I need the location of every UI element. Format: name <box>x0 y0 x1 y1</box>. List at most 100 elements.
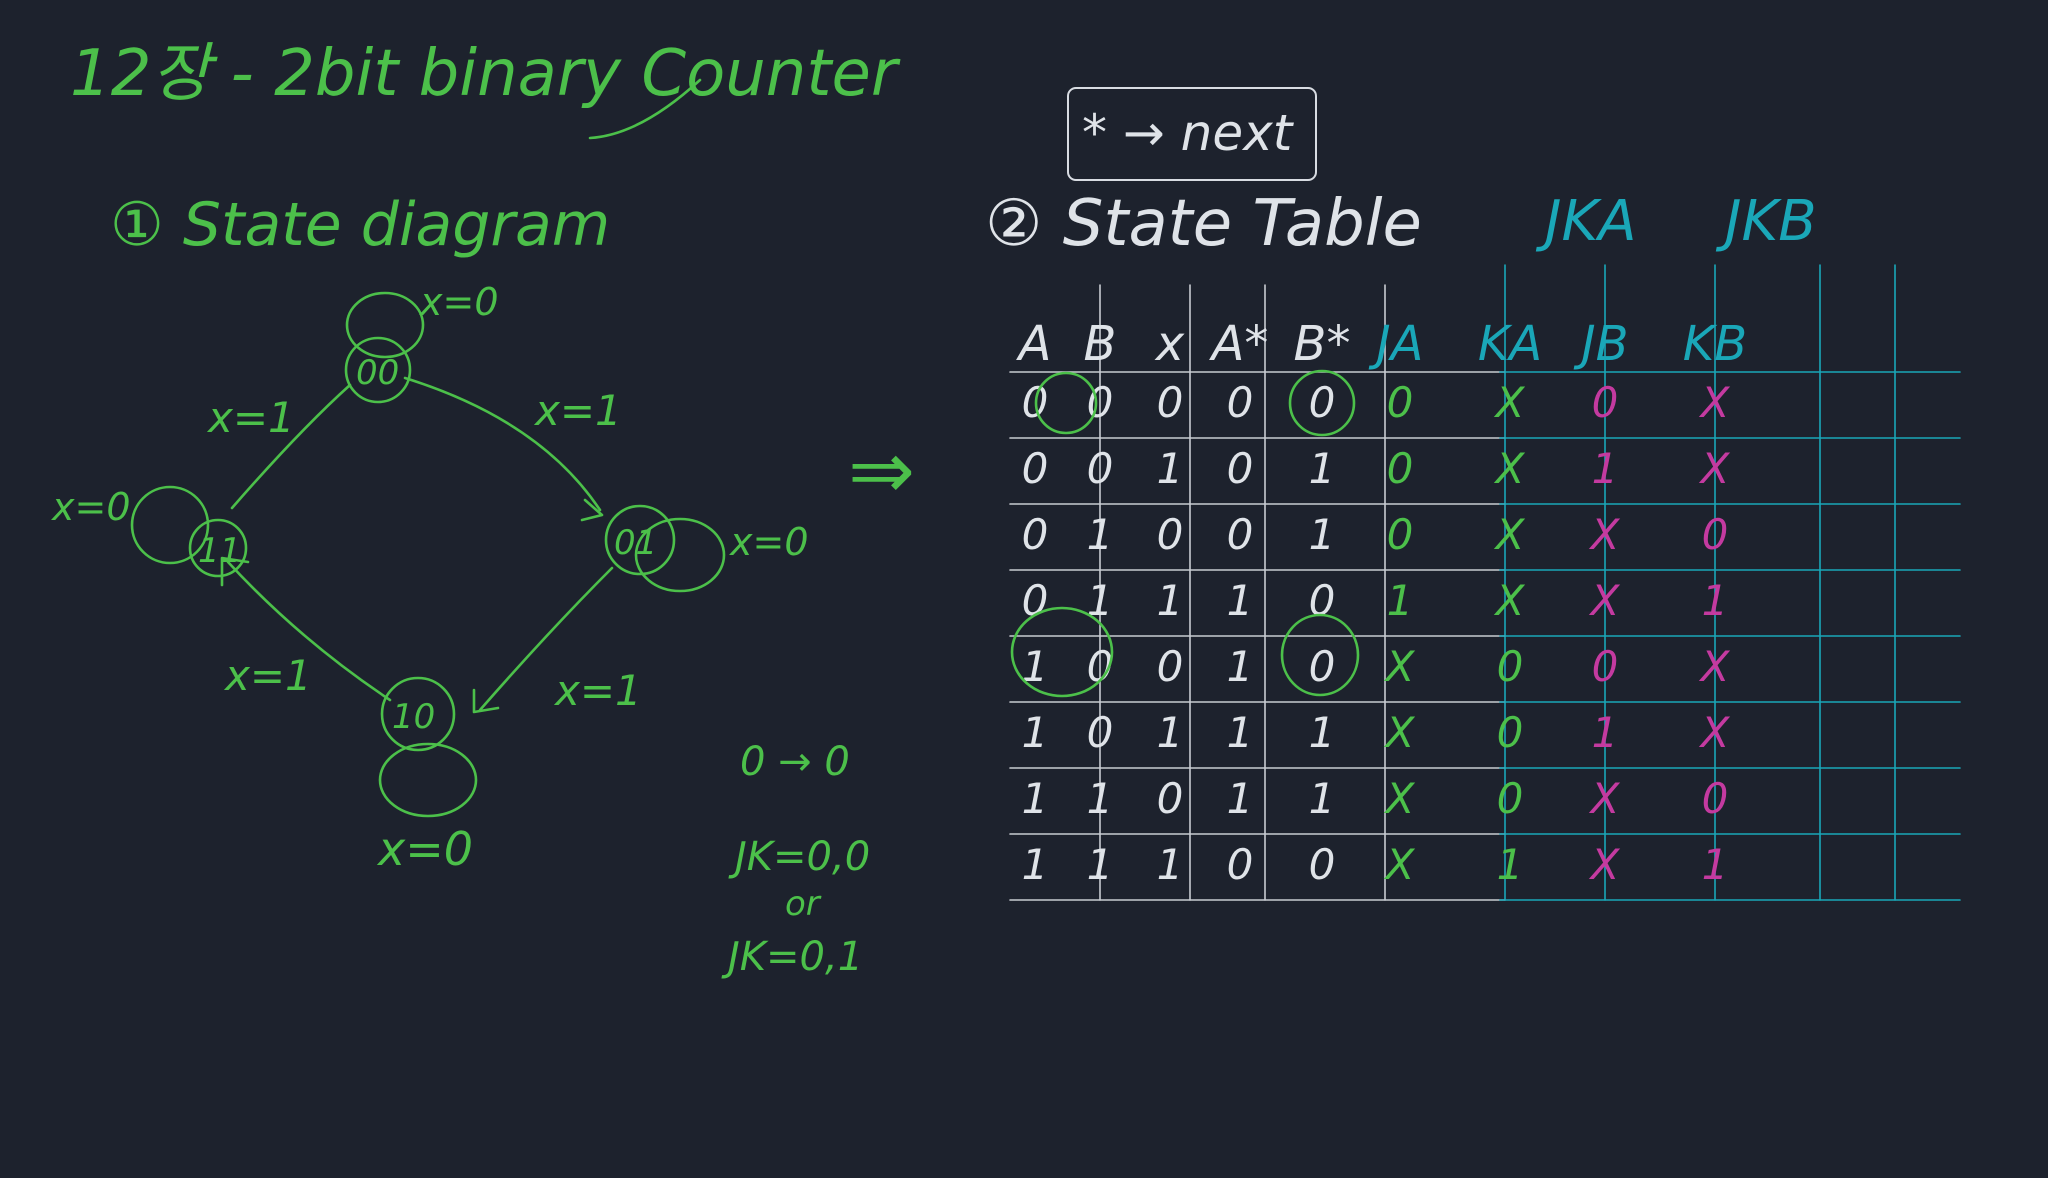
table-cell: 0 <box>1157 774 1184 823</box>
table-cell: 1 <box>1022 840 1049 889</box>
table-cell: 1 <box>1157 444 1184 493</box>
table-cell: 1 <box>1087 576 1114 625</box>
table-cell: 1 <box>1309 444 1336 493</box>
table-cell: X <box>1494 378 1526 427</box>
table-cell: 0 <box>1227 378 1254 427</box>
section-state-diagram: ① State diagram <box>110 190 610 260</box>
table-cell: X <box>1589 774 1621 823</box>
edge-00-to-01 <box>403 376 602 512</box>
table-cell: 1 <box>1592 708 1619 757</box>
table-cell: X <box>1384 840 1416 889</box>
table-cell: 1 <box>1309 774 1336 823</box>
title-underline <box>588 78 702 140</box>
table-cell: 0 <box>1387 510 1414 559</box>
state-node-00 <box>344 336 412 404</box>
table-cell: 0 <box>1309 642 1336 691</box>
table-header-cell: B* <box>1294 316 1351 372</box>
state-node-11 <box>188 518 248 578</box>
table-cell: 0 <box>1157 642 1184 691</box>
arrowhead-01 <box>580 498 604 522</box>
jk-group-a: JKA <box>1535 189 1637 254</box>
note-box-text: * → next <box>1082 104 1295 162</box>
table-cell: 1 <box>1157 840 1184 889</box>
jk-note-line-3: or <box>785 884 822 924</box>
table-cell: 1 <box>1087 840 1114 889</box>
implies-arrow: ⇒ <box>848 424 915 517</box>
table-cell: 0 <box>1702 774 1729 823</box>
table-header-cell: KA <box>1478 316 1542 372</box>
table-cell: 1 <box>1702 840 1729 889</box>
table-cell: X <box>1699 378 1731 427</box>
table-cell: 0 <box>1227 840 1254 889</box>
transition-label-self-10: x=0 <box>376 822 473 876</box>
table-cell: 0 <box>1087 444 1114 493</box>
transition-label-00-01: x=1 <box>533 386 622 435</box>
state-node-01 <box>604 504 676 576</box>
table-cell: 0 <box>1022 576 1049 625</box>
table-cell: 1 <box>1592 444 1619 493</box>
table-cell: 0 <box>1497 774 1524 823</box>
highlight-row1-a <box>1034 371 1098 435</box>
table-cell: 1 <box>1309 708 1336 757</box>
table-cell: X <box>1384 642 1416 691</box>
table-cell: 1 <box>1087 774 1114 823</box>
table-cell: 0 <box>1157 378 1184 427</box>
table-header-cell: KB <box>1683 316 1747 372</box>
table-cell: X <box>1699 642 1731 691</box>
jk-note-line-1: 0 → 0 <box>740 739 850 785</box>
state-label-00: 00 <box>356 353 399 393</box>
table-cell: 0 <box>1387 444 1414 493</box>
highlight-row5-a <box>1010 606 1114 698</box>
table-cell: 1 <box>1309 510 1336 559</box>
state-label-11: 11 <box>198 531 241 571</box>
table-cell: 1 <box>1022 774 1049 823</box>
table-cell: 1 <box>1227 774 1254 823</box>
jk-note-line-4: JK=0,1 <box>721 934 863 980</box>
edge-01-to-10 <box>478 566 614 712</box>
table-cell: 0 <box>1497 642 1524 691</box>
table-cell: 0 <box>1087 708 1114 757</box>
table-header-cell: A* <box>1209 316 1269 372</box>
table-cell: 1 <box>1022 708 1049 757</box>
table-cell: 1 <box>1702 576 1729 625</box>
highlight-row1-astar <box>1288 369 1356 437</box>
note-box-border <box>1067 87 1317 181</box>
table-cell: 0 <box>1022 444 1049 493</box>
edge-11-to-00 <box>230 383 352 510</box>
table-header-cell: JB <box>1573 316 1628 372</box>
table-cell: 0 <box>1309 840 1336 889</box>
transition-label-self-00: x=0 <box>419 280 499 324</box>
jk-group-b: JKB <box>1715 189 1817 254</box>
self-loop-00 <box>345 291 425 359</box>
jk-note-line-2: JK=0,0 <box>728 834 870 880</box>
transition-label-self-11: x=0 <box>51 485 131 529</box>
table-cell: 0 <box>1227 444 1254 493</box>
transition-label-11-00: x=1 <box>206 393 295 442</box>
jk-note: 0 → 0 JK=0,0 or JK=0,1 <box>721 739 870 980</box>
state-node-10 <box>380 676 456 752</box>
arrowhead-10 <box>472 688 500 714</box>
table-cell: 0 <box>1592 378 1619 427</box>
table-cell: X <box>1699 444 1731 493</box>
self-loop-01 <box>634 517 726 593</box>
state-table-grid <box>1009 264 1961 901</box>
table-cell: X <box>1589 576 1621 625</box>
table-cell: 0 <box>1592 642 1619 691</box>
table-cell: 0 <box>1387 378 1414 427</box>
table-cell: 1 <box>1387 576 1414 625</box>
table-cell: 1 <box>1227 642 1254 691</box>
highlight-row5-astar <box>1280 613 1360 697</box>
table-cell: 1 <box>1157 708 1184 757</box>
transition-label-10-11: x=1 <box>223 651 312 700</box>
table-cell: X <box>1494 444 1526 493</box>
table-cell: 0 <box>1497 708 1524 757</box>
self-loop-11 <box>130 485 210 565</box>
table-header-cell: A <box>1016 316 1052 372</box>
state-label-10: 10 <box>392 697 435 737</box>
table-cell: X <box>1494 576 1526 625</box>
table-cell: 0 <box>1702 510 1729 559</box>
table-cell: 1 <box>1227 576 1254 625</box>
page-title: 12장 - 2bit binary Counter <box>70 37 901 111</box>
